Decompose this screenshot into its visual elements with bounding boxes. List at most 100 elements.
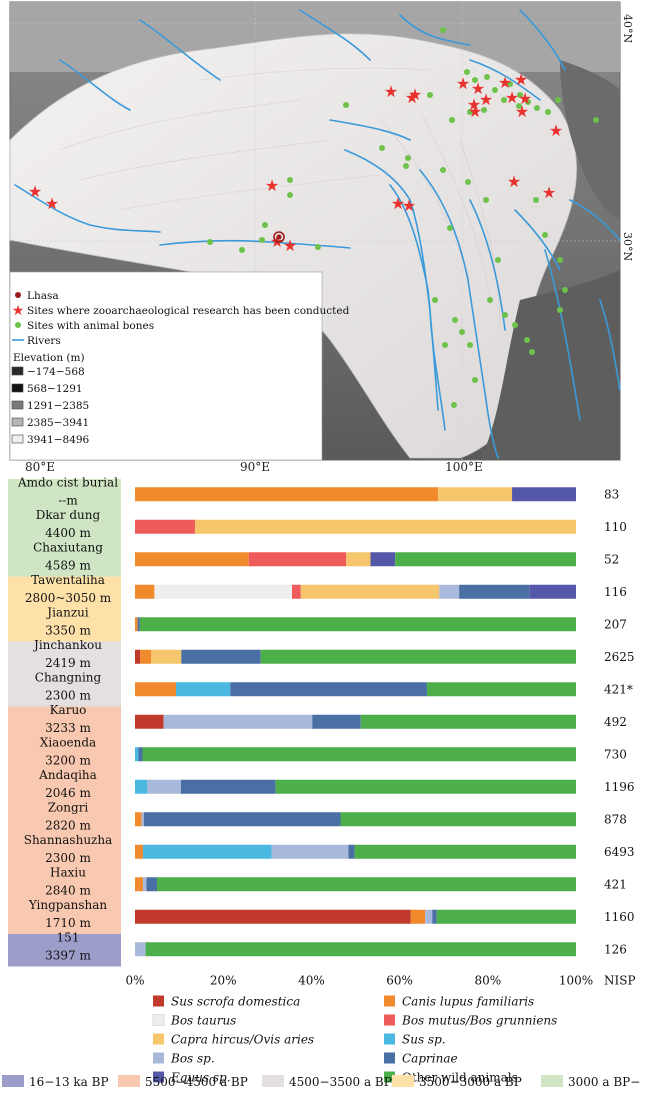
elevation-class-label: −174−568 [27, 366, 85, 378]
bar-segment [346, 552, 371, 567]
bar-segment [143, 812, 341, 827]
bar-segment [151, 649, 182, 664]
bar-segment [300, 584, 440, 599]
nisp-value: 421 [604, 877, 627, 891]
legend-zooarch-sites: Sites where zooarchaeological research h… [27, 305, 350, 317]
site-elevation: 2800~3050 m [25, 591, 112, 605]
species-label: Caprinae [402, 1052, 458, 1066]
bar-segment [340, 812, 576, 827]
x-tick-label: 100% [559, 974, 593, 988]
elevation-swatch [11, 383, 24, 393]
site-elevation: 2840 m [45, 883, 91, 897]
svg-text:★: ★ [479, 90, 493, 109]
elevation-class-label: 568−1291 [27, 383, 83, 395]
bar-segment [425, 909, 433, 924]
lhasa-marker-icon [15, 292, 21, 298]
species-label: Bos mutus/Bos grunniens [401, 1014, 557, 1028]
site-name: Amdo cist burial [17, 475, 118, 489]
site-name: Zongri [48, 800, 89, 814]
bar-segment [512, 487, 576, 502]
lon-label-80: 80°E [25, 460, 55, 474]
site-elevation: 2419 m [45, 656, 91, 670]
species-swatch [384, 995, 395, 1007]
period-swatch [2, 1075, 24, 1087]
elevation-class-label: 1291−2385 [27, 400, 89, 412]
x-tick-label: 60% [386, 974, 413, 988]
nisp-value: 1196 [604, 780, 635, 794]
elevation-title: Elevation (m) [13, 352, 85, 364]
bar-segment [275, 779, 576, 794]
x-tick-label: 80% [474, 974, 501, 988]
site-name: Shannashuzha [24, 833, 113, 847]
elevation-swatch [11, 434, 24, 444]
site-name: 151 [57, 930, 80, 944]
species-swatch [153, 1033, 164, 1045]
bar-segment [138, 747, 143, 762]
bar-segment [529, 584, 576, 599]
site-elevation: 3350 m [45, 623, 91, 637]
svg-text:★: ★ [384, 82, 398, 101]
period-band [8, 479, 121, 577]
bar-segment [176, 682, 231, 697]
bar-segment [140, 649, 152, 664]
svg-text:★: ★ [391, 194, 405, 213]
map-legend: Lhasa ★ Sites where zooarchaeological re… [9, 271, 350, 461]
legend-rivers: Rivers [27, 335, 61, 347]
site-elevation: 1710 m [45, 916, 91, 930]
nisp-value: 116 [604, 585, 627, 599]
species-swatch [153, 1071, 164, 1083]
bar-segment [145, 942, 577, 957]
site-elevation: 2300 m [45, 688, 91, 702]
species-label: Bos taurus [170, 1014, 236, 1028]
bar-segment [437, 487, 513, 502]
red-star-icon: ★ [12, 303, 25, 319]
svg-text:★: ★ [265, 176, 279, 195]
period-swatch [541, 1075, 563, 1087]
bar-segment [135, 487, 438, 502]
svg-text:★: ★ [549, 121, 563, 140]
bar-segment [248, 552, 347, 567]
site-elevation: --m [58, 493, 78, 507]
svg-text:★: ★ [402, 196, 416, 215]
bar-segment [459, 584, 530, 599]
bar-segment [135, 747, 139, 762]
bar-segment [142, 844, 272, 859]
period-label: 3000 a BP− [568, 1075, 640, 1089]
svg-text:★: ★ [515, 102, 529, 121]
site-name: Yingpanshan [28, 898, 108, 912]
site-name: Dkar dung [36, 508, 101, 522]
lhasa-marker [273, 231, 285, 243]
bar-segment [135, 812, 142, 827]
period-label: 3500−3000 a BP [419, 1075, 522, 1089]
tibet-map: ★★★ ★★★ ★★★ ★★ ★ ★★★ ★ ★★ ★★★ ★★ 40°N 30°N… [9, 1, 634, 474]
bar-segment [439, 584, 460, 599]
bar-segment [135, 942, 146, 957]
bar-segment [154, 584, 292, 599]
nisp-value: 52 [604, 552, 619, 566]
period-label: 4500−3500 a BP [289, 1075, 392, 1089]
bar-segment [271, 844, 349, 859]
nisp-value: 1160 [604, 910, 635, 924]
bar-segment [142, 877, 147, 892]
nisp-value: 126 [604, 942, 627, 956]
terrain-texture [59, 67, 501, 331]
svg-text:★: ★ [456, 74, 470, 93]
svg-text:★: ★ [542, 183, 556, 202]
site-name: Haxiu [50, 865, 86, 879]
lon-label-90: 90°E [240, 460, 270, 474]
site-name: Xiaoenda [40, 735, 96, 749]
site-name: Tawentaliha [31, 573, 105, 587]
bar-segment [180, 779, 276, 794]
legend-lhasa: Lhasa [27, 290, 59, 302]
species-swatch [384, 1052, 395, 1064]
bar-segment [370, 552, 396, 567]
bar-segment [135, 779, 148, 794]
bar-segment [142, 747, 576, 762]
species-swatch [153, 1052, 164, 1064]
bar-segment [135, 584, 155, 599]
svg-text:★: ★ [467, 95, 481, 114]
bar-segment [436, 909, 576, 924]
site-name: Changning [35, 670, 102, 684]
elevation-swatch [11, 417, 24, 427]
svg-text:★: ★ [408, 85, 422, 104]
